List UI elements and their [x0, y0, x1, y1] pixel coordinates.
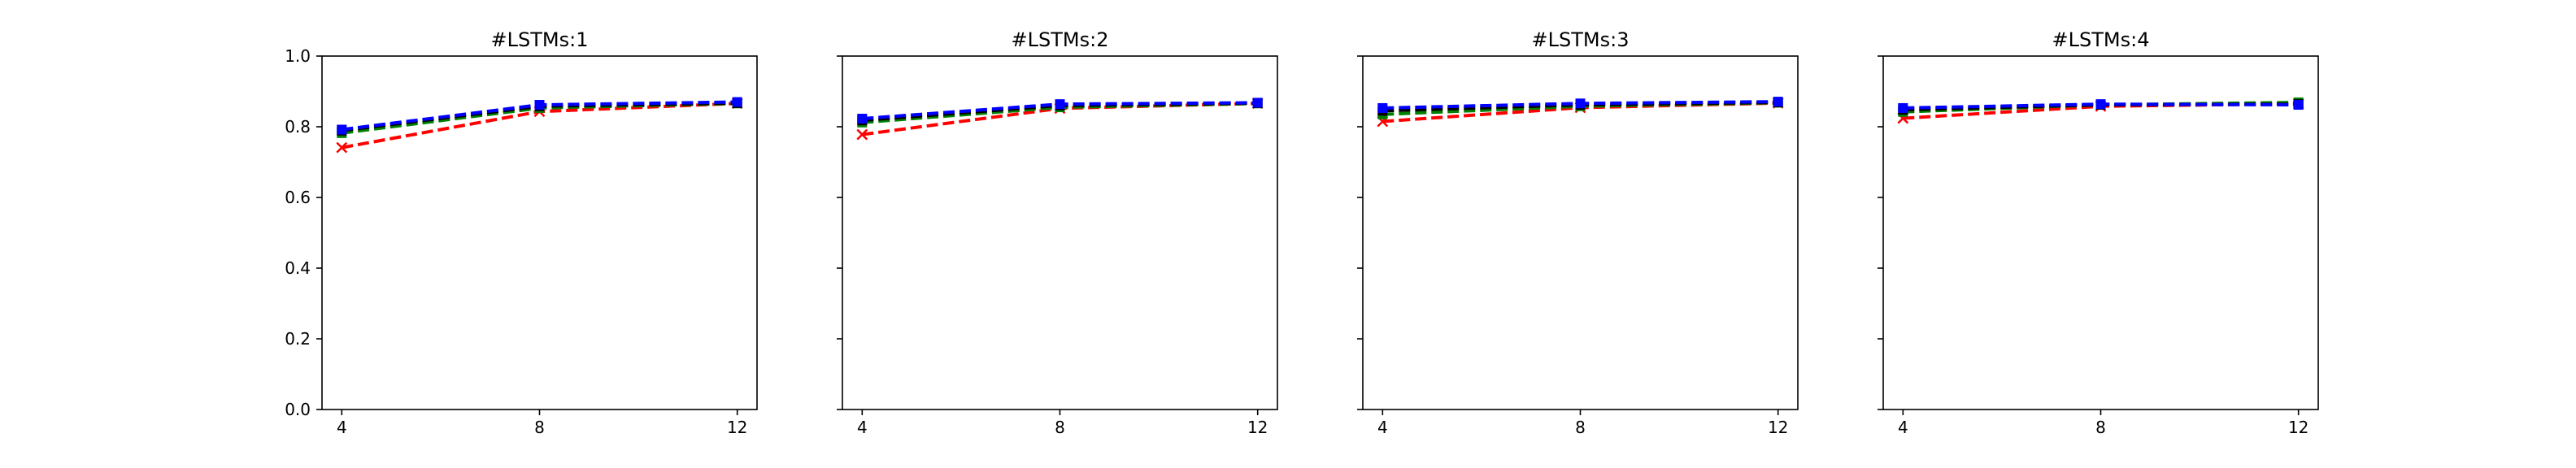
x-tick-label: 4 — [1898, 418, 1908, 437]
x-tick-label: 12 — [727, 418, 747, 437]
x-tick-label: 8 — [2095, 418, 2106, 437]
series-4 — [337, 97, 742, 135]
data-point — [856, 128, 868, 141]
x-tick-label: 8 — [1055, 418, 1065, 437]
panel-title: #LSTMs:1 — [491, 28, 589, 51]
data-point — [1377, 102, 1388, 113]
data-point — [732, 97, 742, 107]
data-point — [1898, 102, 1908, 113]
x-tick-label: 4 — [857, 418, 868, 437]
data-point — [2095, 99, 2106, 110]
subplot-3: #LSTMs:3 4 8 12 — [1357, 28, 1799, 437]
data-point — [2293, 100, 2304, 110]
x-tick-label: 4 — [337, 418, 347, 437]
data-point — [337, 124, 347, 135]
x-tick-label: 12 — [1768, 418, 1788, 437]
data-point — [1575, 98, 1586, 109]
data-point — [1055, 99, 1065, 110]
data-point — [1773, 97, 1783, 107]
y-tick-label: 0.4 — [285, 258, 311, 278]
panel-title: #LSTMs:4 — [2052, 28, 2150, 51]
x-tick-label: 12 — [1247, 418, 1268, 437]
y-tick-label: 0.6 — [285, 188, 311, 207]
subplot-1: #LSTMs:1 4 8 12 0.0 0.2 0.4 0.6 0.8 1.0 — [285, 28, 758, 437]
series-4 — [1898, 99, 2304, 113]
panel-title: #LSTMs:3 — [1532, 28, 1630, 51]
y-tick-label: 0.2 — [285, 329, 311, 349]
data-point — [336, 141, 348, 154]
series-4 — [857, 98, 1263, 124]
x-tick-label: 4 — [1377, 418, 1388, 437]
y-tick-label: 0.8 — [285, 117, 311, 136]
subplot-2: #LSTMs:2 4 8 12 — [837, 28, 1278, 437]
x-tick-label: 8 — [1575, 418, 1586, 437]
x-tick-label: 8 — [534, 418, 545, 437]
panel-title: #LSTMs:2 — [1012, 28, 1109, 51]
data-point — [1252, 98, 1263, 108]
y-tick-label: 1.0 — [285, 46, 311, 66]
data-point — [857, 113, 868, 124]
y-tick-label: 0.0 — [285, 400, 311, 419]
subplot-4: #LSTMs:4 4 8 12 — [1878, 28, 2319, 437]
data-point — [534, 100, 545, 110]
x-tick-label: 12 — [2288, 418, 2308, 437]
series-4 — [1377, 97, 1783, 113]
